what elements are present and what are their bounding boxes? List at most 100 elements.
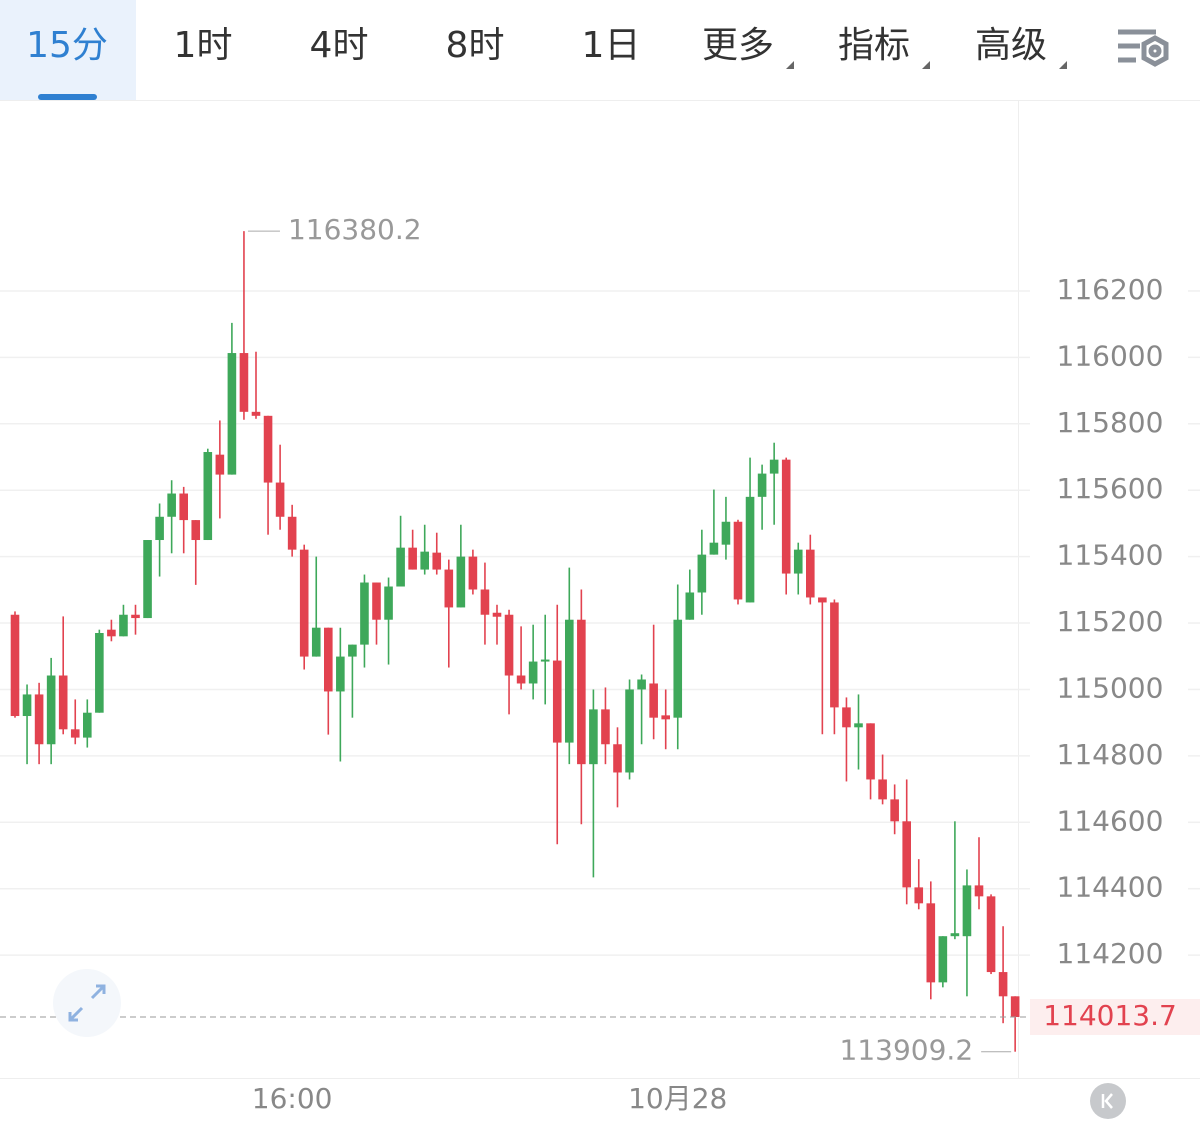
candle-body: [143, 540, 152, 619]
candle-body: [167, 493, 176, 517]
candle-body: [589, 709, 598, 765]
candle-body: [34, 694, 44, 745]
candle-body: [191, 520, 201, 541]
candle-body: [950, 933, 960, 937]
candle-body: [878, 779, 887, 800]
tab-label[interactable]: 15分: [26, 25, 108, 66]
rewind-icon: [1101, 1093, 1113, 1109]
active-tab-bg: [0, 0, 136, 100]
candle-body: [926, 903, 936, 983]
candle-body: [70, 729, 80, 738]
candle-body: [360, 582, 369, 645]
candle-body: [324, 627, 333, 692]
candle-body: [866, 723, 875, 780]
candle-body: [938, 936, 948, 983]
candle-body: [769, 459, 779, 474]
candle-body: [986, 896, 996, 973]
tab-label[interactable]: 更多: [702, 25, 774, 66]
candle-body: [119, 614, 128, 637]
candle-body: [613, 744, 622, 773]
expand-button[interactable]: [53, 969, 121, 1037]
candle-body: [504, 614, 514, 676]
candle-body: [203, 452, 213, 541]
candle-body: [287, 516, 297, 550]
candle-body: [685, 592, 695, 620]
y-tick-label: 115200: [1057, 605, 1164, 638]
y-tick-label: 114200: [1057, 937, 1164, 970]
candle-body: [914, 887, 924, 904]
candle-body: [348, 644, 357, 657]
candle-body: [540, 659, 550, 662]
candle-body: [842, 707, 851, 728]
candle-body: [480, 589, 490, 615]
candle-body: [456, 556, 466, 608]
tab-label[interactable]: 1时: [174, 25, 233, 66]
candle-body: [890, 799, 899, 822]
candle-body: [215, 454, 225, 475]
tab-bar: [0, 0, 1200, 100]
icon-dot: [1148, 44, 1162, 58]
candle-body: [709, 542, 719, 555]
candle-body: [974, 885, 984, 897]
candle-body: [263, 415, 273, 483]
candle-body: [757, 473, 767, 497]
candle-body: [806, 549, 815, 598]
candle-body: [420, 551, 429, 570]
settings-icon[interactable]: [1118, 29, 1169, 67]
candle-body: [239, 353, 249, 412]
candle-body: [299, 549, 309, 657]
last-price-tag: [1030, 998, 1200, 1035]
x-tick-label: 16:00: [252, 1082, 333, 1115]
y-tick-label: 115000: [1057, 671, 1164, 704]
candle-body: [372, 582, 381, 620]
candle-body: [408, 547, 417, 570]
candle-body: [10, 614, 20, 717]
y-tick-label: 115800: [1057, 406, 1164, 439]
y-tick-label: 116200: [1057, 273, 1164, 306]
tab-label[interactable]: 高级: [975, 25, 1047, 66]
candle-body: [131, 614, 140, 619]
candle-body: [155, 516, 164, 541]
candle-body: [649, 683, 658, 718]
candle-body: [565, 619, 574, 743]
y-tick-label: 115600: [1057, 472, 1164, 505]
dropdown-triangle: [786, 61, 794, 69]
candle-body: [396, 547, 405, 587]
candle-body: [577, 619, 586, 765]
tab-label[interactable]: 4时: [310, 25, 369, 66]
candle-body: [781, 459, 791, 574]
candle-body: [468, 556, 478, 590]
candle-body: [516, 675, 526, 684]
candle-body: [697, 554, 707, 593]
candle-body: [962, 885, 972, 937]
candle-body: [818, 597, 827, 603]
candle-body: [637, 679, 646, 690]
icon-hex: [1141, 35, 1169, 67]
candle-body: [444, 569, 454, 608]
high-label: 116380.2: [288, 213, 422, 246]
y-tick-label: 114600: [1057, 804, 1164, 837]
candle-body: [275, 482, 285, 517]
candle-body: [745, 496, 755, 603]
rewind-button[interactable]: [1090, 1083, 1126, 1119]
candle-body: [251, 411, 261, 416]
candle-body: [830, 602, 839, 708]
expand-arrows: [68, 984, 106, 1022]
y-tick-label: 114800: [1057, 738, 1164, 771]
tab-label[interactable]: 8时: [446, 25, 505, 66]
candle-body: [95, 633, 104, 713]
dropdown-triangle: [922, 61, 930, 69]
tab-label[interactable]: 1日: [582, 25, 641, 66]
candle-body: [902, 821, 911, 888]
rewind-bg: [1090, 1083, 1126, 1119]
tab-label[interactable]: 指标: [838, 25, 910, 66]
low-label: 113909.2: [840, 1034, 974, 1067]
candle-body: [998, 972, 1008, 997]
candle-body: [107, 629, 116, 637]
candle-body: [854, 723, 863, 728]
x-tick-label: 10月28: [628, 1082, 727, 1115]
active-tab-indicator: [38, 94, 97, 100]
candle-body: [179, 493, 188, 521]
